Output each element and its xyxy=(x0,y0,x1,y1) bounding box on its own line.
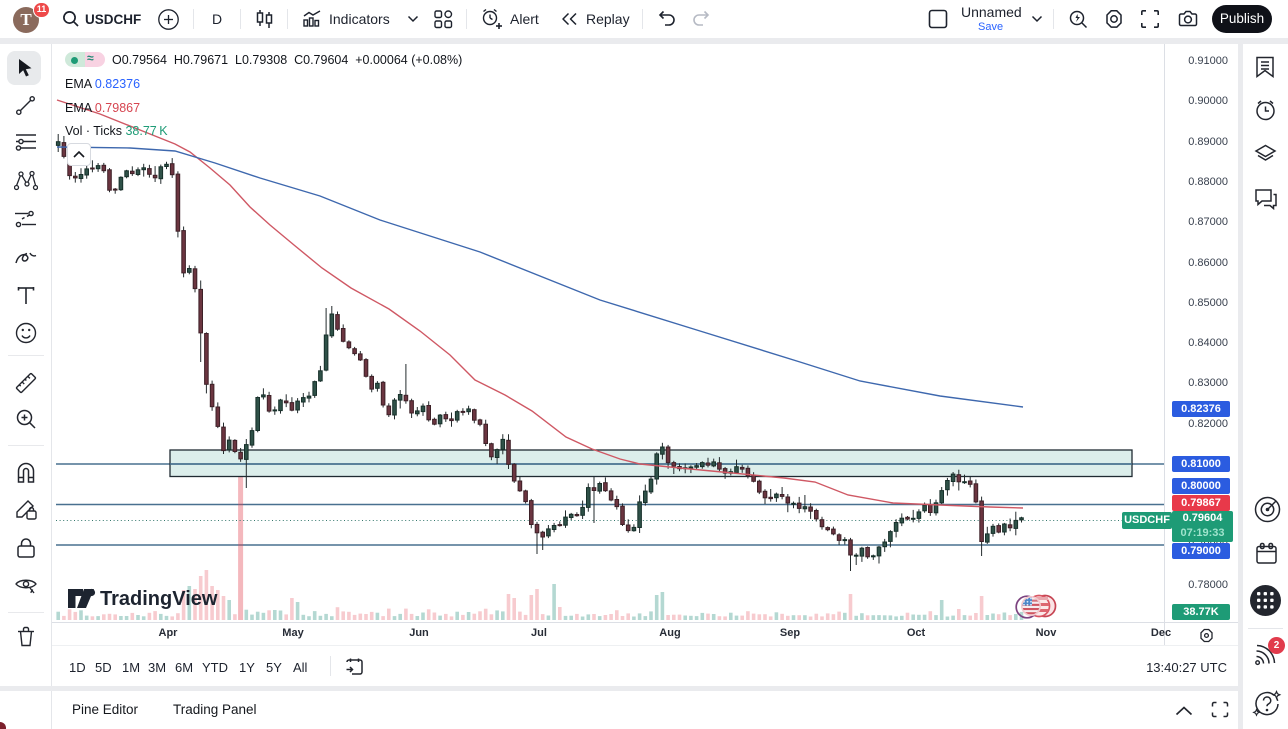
svg-text:TradingView: TradingView xyxy=(100,588,218,610)
